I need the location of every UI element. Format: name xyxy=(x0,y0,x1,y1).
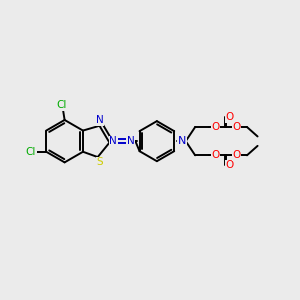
Text: N: N xyxy=(96,115,103,125)
Text: O: O xyxy=(211,150,219,160)
Text: O: O xyxy=(232,150,241,160)
Text: S: S xyxy=(96,158,103,167)
Text: N: N xyxy=(110,136,117,146)
Text: O: O xyxy=(226,160,234,170)
Text: Cl: Cl xyxy=(56,100,67,110)
Text: O: O xyxy=(232,122,241,132)
Text: O: O xyxy=(211,122,219,132)
Text: N: N xyxy=(127,136,134,146)
Text: N: N xyxy=(178,136,186,146)
Text: O: O xyxy=(226,112,234,122)
Text: Cl: Cl xyxy=(26,147,36,157)
